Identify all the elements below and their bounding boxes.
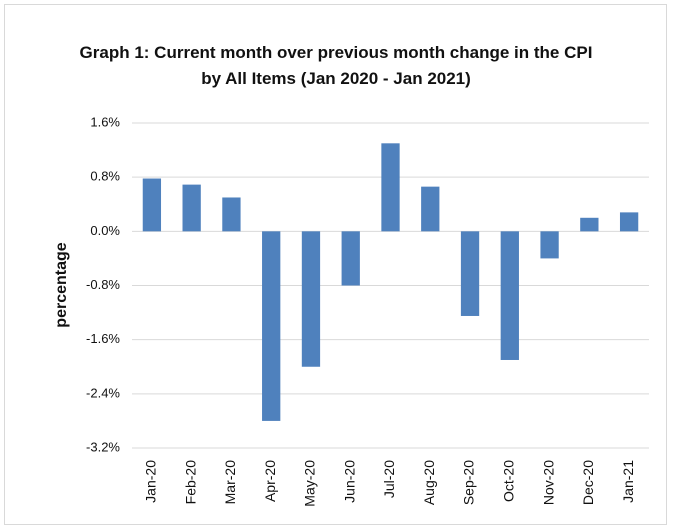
bar [341,231,360,286]
x-tick-label: Aug-20 [421,460,437,505]
x-tick-label: Apr-20 [262,460,278,502]
chart-title: Graph 1: Current month over previous mon… [79,43,593,88]
x-tick-label: Dec-20 [580,460,596,505]
bar [619,212,639,232]
bar [182,184,201,232]
x-tick-label: Feb-20 [182,460,198,505]
x-tick-label: Nov-20 [540,460,556,505]
bar [222,197,241,232]
chart-frame [4,4,667,525]
x-tick-label: Mar-20 [222,460,238,505]
bar [460,231,480,316]
bar [381,143,400,232]
x-tick-label: Jan-20 [143,460,159,503]
bar [301,231,321,367]
y-tick-label: 0.8% [90,169,120,184]
y-tick-label: -3.2% [86,439,120,454]
y-tick-label: 1.6% [90,114,120,129]
x-tick-label: Jun-20 [341,460,357,503]
bar [580,217,599,232]
x-tick-label: Sep-20 [461,460,477,505]
bar [421,186,440,232]
x-tick-label: Jul-20 [381,460,397,498]
y-tick-label: -1.6% [86,331,120,346]
y-tick-label: -0.8% [86,277,120,292]
x-tick-label: May-20 [302,460,318,507]
x-tick-label: Jan-21 [620,460,636,503]
bar [142,178,162,232]
y-axis-label: percentage [53,242,70,327]
y-tick-label: -2.4% [86,385,120,400]
bar [262,231,281,421]
bar [540,231,559,259]
x-tick-label: Oct-20 [501,460,517,502]
y-tick-label: 0.0% [90,223,120,238]
bar [500,231,519,360]
